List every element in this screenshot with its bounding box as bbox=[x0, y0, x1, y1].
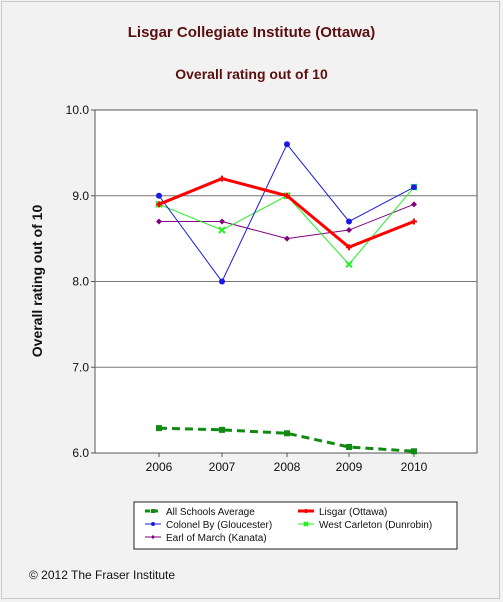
series-0 bbox=[156, 425, 417, 455]
x-tick-label: 2010 bbox=[401, 460, 428, 474]
copyright-footer: © 2012 The Fraser Institute bbox=[29, 568, 176, 582]
legend-item: Lisgar (Ottawa) bbox=[298, 507, 387, 518]
data-point bbox=[156, 192, 162, 199]
data-point bbox=[156, 201, 162, 208]
data-point bbox=[219, 175, 225, 182]
series-2 bbox=[156, 141, 417, 285]
x-tick-label: 2008 bbox=[274, 460, 301, 474]
data-point bbox=[411, 184, 417, 191]
y-axis-label: Overall rating out of 10 bbox=[29, 205, 45, 358]
data-point bbox=[284, 430, 290, 437]
legend-label: Colonel By (Gloucester) bbox=[166, 520, 272, 531]
data-point bbox=[151, 522, 155, 526]
legend-item: Colonel By (Gloucester) bbox=[145, 520, 272, 531]
data-point bbox=[284, 141, 290, 148]
data-point bbox=[345, 260, 353, 269]
legend-box bbox=[133, 501, 458, 550]
data-point bbox=[304, 509, 308, 513]
data-point bbox=[151, 535, 155, 539]
data-point bbox=[218, 226, 226, 234]
data-point bbox=[156, 218, 162, 225]
legend-label: Earl of March (Kanata) bbox=[166, 533, 267, 544]
data-point bbox=[346, 218, 352, 225]
legend-label: West Carleton (Dunrobin) bbox=[319, 520, 432, 531]
data-point bbox=[346, 443, 352, 450]
y-tick-label: 10.0 bbox=[66, 103, 90, 117]
data-point bbox=[346, 244, 352, 251]
legend-item: West Carleton (Dunrobin) bbox=[298, 520, 432, 531]
data-point bbox=[411, 218, 417, 225]
legend-label: All Schools Average bbox=[166, 507, 255, 518]
data-point bbox=[151, 509, 155, 513]
data-point bbox=[284, 192, 290, 199]
series-line bbox=[158, 426, 415, 453]
chart-subtitle: Overall rating out of 10 bbox=[175, 66, 328, 82]
data-point bbox=[411, 448, 417, 455]
y-tick-label: 8.0 bbox=[72, 275, 89, 289]
legend-label: Lisgar (Ottawa) bbox=[319, 507, 387, 518]
data-point bbox=[411, 201, 417, 208]
data-point bbox=[303, 521, 309, 527]
data-point bbox=[219, 426, 225, 433]
x-tick-label: 2007 bbox=[209, 460, 236, 474]
x-tick-label: 2006 bbox=[146, 460, 173, 474]
legend-item: Earl of March (Kanata) bbox=[145, 533, 267, 544]
data-point bbox=[219, 278, 225, 285]
data-point bbox=[219, 218, 225, 225]
data-point bbox=[346, 227, 352, 234]
y-tick-label: 9.0 bbox=[72, 189, 89, 203]
chart-title: Lisgar Collegiate Institute (Ottawa) bbox=[127, 24, 376, 41]
y-tick-label: 6.0 bbox=[72, 446, 89, 460]
legend-item: All Schools Average bbox=[145, 507, 255, 518]
data-point bbox=[284, 235, 290, 242]
series-1 bbox=[156, 175, 417, 251]
data-point bbox=[156, 425, 162, 432]
y-tick-label: 7.0 bbox=[72, 360, 89, 374]
x-tick-label: 2009 bbox=[336, 460, 363, 474]
